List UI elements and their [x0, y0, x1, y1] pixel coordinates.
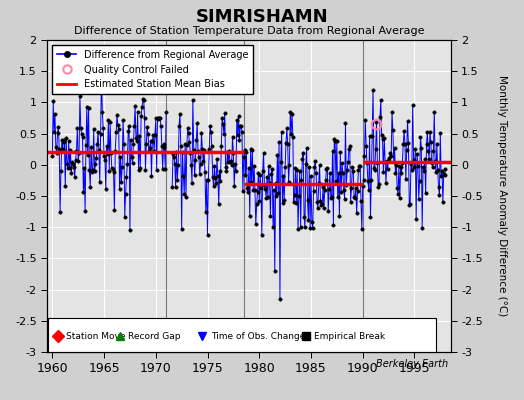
Text: Record Gap: Record Gap: [128, 332, 180, 341]
Legend: Difference from Regional Average, Quality Control Failed, Estimated Station Mean: Difference from Regional Average, Qualit…: [52, 45, 254, 94]
Y-axis label: Monthly Temperature Anomaly Difference (°C): Monthly Temperature Anomaly Difference (…: [497, 75, 507, 317]
FancyBboxPatch shape: [48, 318, 436, 352]
Text: Berkeley Earth: Berkeley Earth: [376, 360, 449, 370]
Text: Empirical Break: Empirical Break: [314, 332, 385, 341]
Text: Station Move: Station Move: [66, 332, 125, 341]
Title: Difference of Station Temperature Data from Regional Average: Difference of Station Temperature Data f…: [74, 26, 424, 36]
Text: SIMRISHAMN: SIMRISHAMN: [195, 8, 329, 26]
Text: Time of Obs. Change: Time of Obs. Change: [211, 332, 305, 341]
